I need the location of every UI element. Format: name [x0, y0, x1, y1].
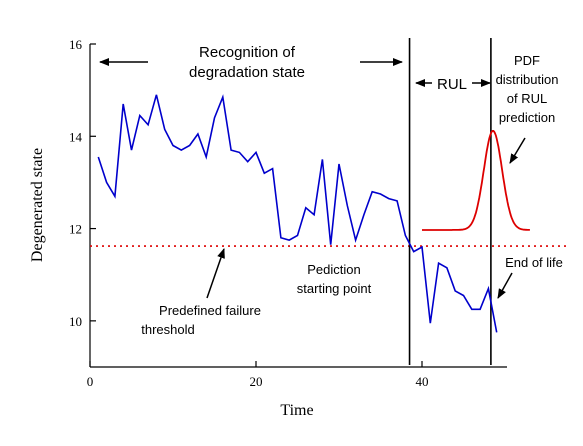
rul-pdf-curve	[422, 129, 530, 231]
x-tick-label: 40	[416, 374, 429, 389]
pdf-label-line1: PDF	[514, 53, 540, 68]
pdf-label-line2: distribution	[496, 72, 559, 87]
recognition-label-line2: degradation state	[189, 64, 305, 81]
degradation-series-line	[97, 94, 498, 333]
y-tick-label: 14	[69, 129, 83, 144]
y-tick-label: 16	[69, 37, 83, 52]
end-of-life-label: End of life	[505, 255, 563, 270]
pdf-label-line4: prediction	[499, 110, 555, 125]
x-tick-label: 0	[87, 374, 94, 389]
threshold-arrow	[206, 248, 225, 299]
end-of-life-arrow	[497, 272, 513, 299]
recognition-label-line1: Recognition of	[199, 44, 296, 61]
x-tick-label: 20	[250, 374, 263, 389]
rul-label: RUL	[437, 76, 467, 93]
threshold-label-line2: threshold	[141, 322, 194, 337]
y-tick-label: 10	[69, 314, 82, 329]
prediction-start-label-line2: starting point	[297, 281, 372, 296]
x-axis-title: Time	[280, 402, 313, 419]
axis-ticks: 10 12 14 16 0 20 40	[69, 37, 429, 389]
pdf-arrow	[509, 137, 526, 164]
y-tick-label: 12	[69, 222, 82, 237]
threshold-label-line1: Predefined failure	[159, 303, 261, 318]
prediction-start-label-line1: Pediction	[307, 262, 360, 277]
y-axis-title: Degenerated state	[29, 148, 46, 262]
pdf-label-line3: of RUL	[507, 91, 547, 106]
